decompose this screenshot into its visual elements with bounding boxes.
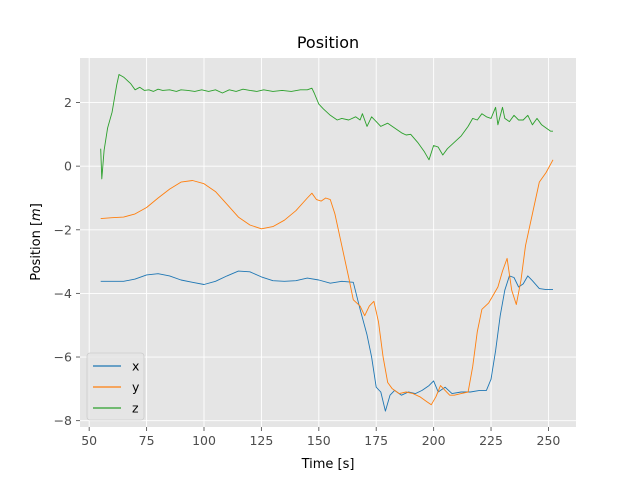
- x-tick-label: 225: [479, 433, 503, 448]
- chart-title: Position: [297, 33, 359, 52]
- x-axis-ticks: 50 75 100 125 150 175 200 225 250: [81, 427, 560, 448]
- series-line-x: [100, 270, 553, 412]
- x-tick-label: 250: [537, 433, 561, 448]
- y-axis-label-suffix: ]: [29, 203, 44, 208]
- legend-label-z: z: [132, 401, 139, 416]
- x-tick-label: 200: [422, 433, 446, 448]
- y-axis-label-prefix: Position [: [29, 221, 44, 281]
- series-line-y: [100, 159, 554, 406]
- x-tick-label: 50: [81, 433, 97, 448]
- y-tick-label: −4: [54, 286, 72, 301]
- legend-label-y: y: [132, 380, 140, 395]
- grid-lines: [80, 58, 576, 427]
- y-tick-label: −6: [54, 350, 72, 365]
- x-axis-label: Time [s]: [301, 457, 355, 472]
- x-tick-label: 125: [249, 433, 273, 448]
- y-tick-label: 2: [64, 95, 72, 110]
- legend: xyz: [86, 352, 145, 421]
- x-tick-label: 150: [307, 433, 331, 448]
- legend-label-x: x: [132, 359, 139, 374]
- y-tick-label: −2: [54, 222, 72, 237]
- y-axis-label: Position [m]: [29, 203, 44, 281]
- x-tick-label: 75: [139, 433, 155, 448]
- series-layer: [100, 74, 554, 412]
- series-line-z: [100, 74, 553, 180]
- y-axis-label-unit: m: [29, 208, 44, 221]
- x-tick-label: 175: [364, 433, 388, 448]
- x-tick-label: 100: [192, 433, 216, 448]
- y-tick-label: 0: [64, 159, 72, 174]
- y-tick-label: −8: [54, 413, 72, 428]
- y-axis-ticks: 2 0 −2 −4 −6 −8: [54, 95, 80, 428]
